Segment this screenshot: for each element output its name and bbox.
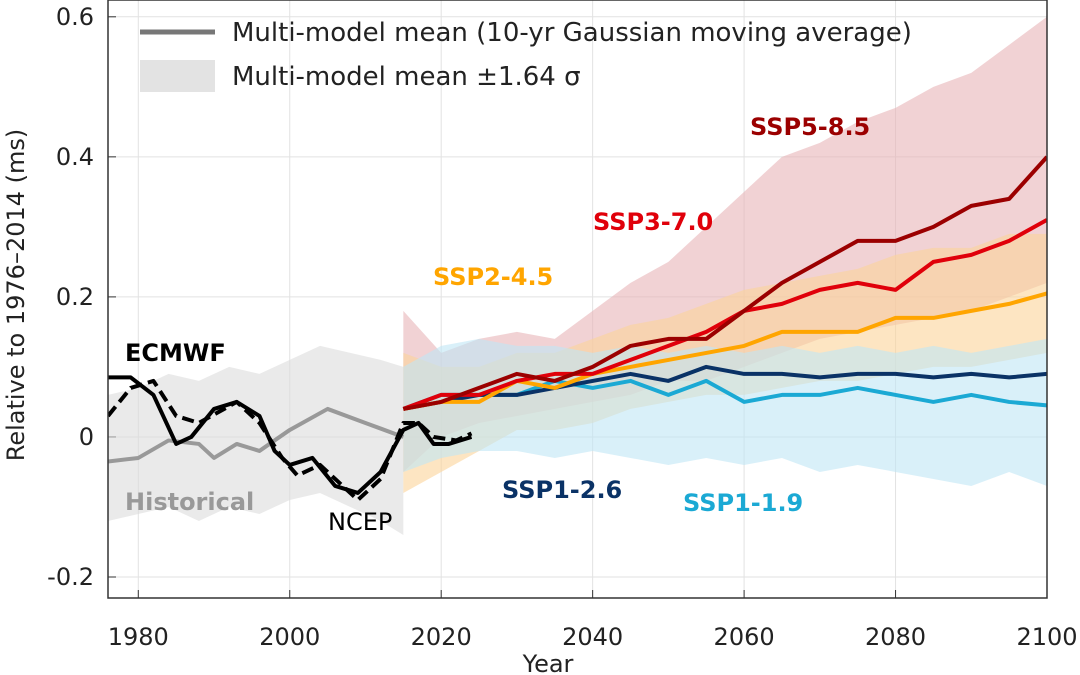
x-tick-label: 2000 xyxy=(259,623,320,651)
series-label: SSP5-8.5 xyxy=(750,113,870,141)
legend-band xyxy=(140,60,215,92)
plot xyxy=(108,16,1047,535)
y-tick-label: 0.2 xyxy=(56,283,94,311)
series-label: ECMWF xyxy=(125,339,226,367)
series-label: NCEP xyxy=(328,508,392,536)
line xyxy=(402,155,1047,411)
line xyxy=(108,375,473,495)
y-tick-label: 0.6 xyxy=(56,3,94,31)
x-tick-label: 1980 xyxy=(108,623,169,651)
series-label: Historical xyxy=(125,488,254,516)
line xyxy=(402,364,1047,411)
line xyxy=(402,218,1047,411)
y-tick-label: 0.4 xyxy=(56,143,94,171)
series-label: SSP1-1.9 xyxy=(683,489,803,517)
line xyxy=(108,406,405,464)
frame xyxy=(107,0,1048,599)
y-axis-label: Relative to 1976–2014 (ms) xyxy=(2,129,30,462)
x-tick-label: 2080 xyxy=(865,623,926,651)
x-tick-label: 2100 xyxy=(1016,623,1077,651)
series-label: SSP3-7.0 xyxy=(593,208,713,236)
legend-label: Multi-model mean ±1.64 σ xyxy=(232,62,581,92)
legend-label: Multi-model mean (10-yr Gaussian moving … xyxy=(232,18,912,48)
line xyxy=(108,378,473,502)
band xyxy=(108,345,404,535)
x-tick-label: 2040 xyxy=(562,623,623,651)
series-label: SSP1-2.6 xyxy=(502,476,622,504)
x-axis-label: Year xyxy=(522,650,574,675)
y-tick-label: 0 xyxy=(79,423,94,451)
y-tick-label: -0.2 xyxy=(47,563,94,591)
x-tick-label: 2060 xyxy=(714,623,775,651)
x-tick-label: 2020 xyxy=(411,623,472,651)
series-label: SSP2-4.5 xyxy=(433,263,553,291)
band xyxy=(403,338,1047,486)
